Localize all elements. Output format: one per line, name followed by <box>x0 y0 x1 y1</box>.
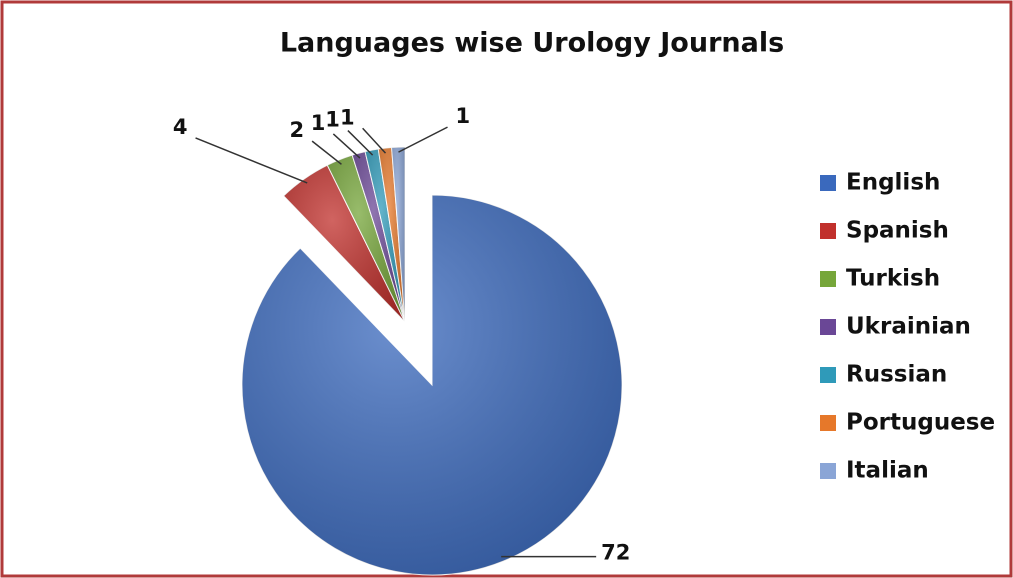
leader-line <box>311 140 342 165</box>
legend-swatch <box>820 367 836 383</box>
slice-shade <box>352 151 405 322</box>
leader-line <box>362 127 387 154</box>
data-label: 1 <box>340 105 355 129</box>
data-label: 1 <box>311 111 326 135</box>
legend-label: Portuguese <box>846 410 995 436</box>
data-label: 2 <box>289 118 304 142</box>
slice-shade <box>365 149 405 322</box>
legend-label: Turkish <box>846 266 940 292</box>
legend-label: Ukrainian <box>846 314 971 340</box>
data-label: 1 <box>325 108 340 132</box>
slice-shade <box>242 195 623 575</box>
legend-swatch <box>820 175 836 191</box>
legend-swatch <box>820 463 836 479</box>
data-label: 1 <box>456 104 471 128</box>
legend-swatch <box>820 415 836 431</box>
slice-shade <box>283 165 405 322</box>
slice-shade <box>327 155 405 322</box>
leader-line <box>347 130 374 156</box>
data-label: 4 <box>173 115 188 139</box>
legend-label: Russian <box>846 362 947 388</box>
legend-label: Italian <box>846 458 929 484</box>
legend-swatch <box>820 319 836 335</box>
data-label: 72 <box>601 541 630 565</box>
legend-swatch <box>820 271 836 287</box>
legend-label: Spanish <box>846 218 949 244</box>
legend-swatch <box>820 223 836 239</box>
slice-shade <box>391 147 405 322</box>
leader-line <box>195 137 308 184</box>
legend-label: English <box>846 170 940 196</box>
leader-line <box>398 126 448 153</box>
leader-line <box>332 133 361 159</box>
chart-title: Languages wise Urology Journals <box>280 28 784 59</box>
slice-shade <box>378 147 405 322</box>
